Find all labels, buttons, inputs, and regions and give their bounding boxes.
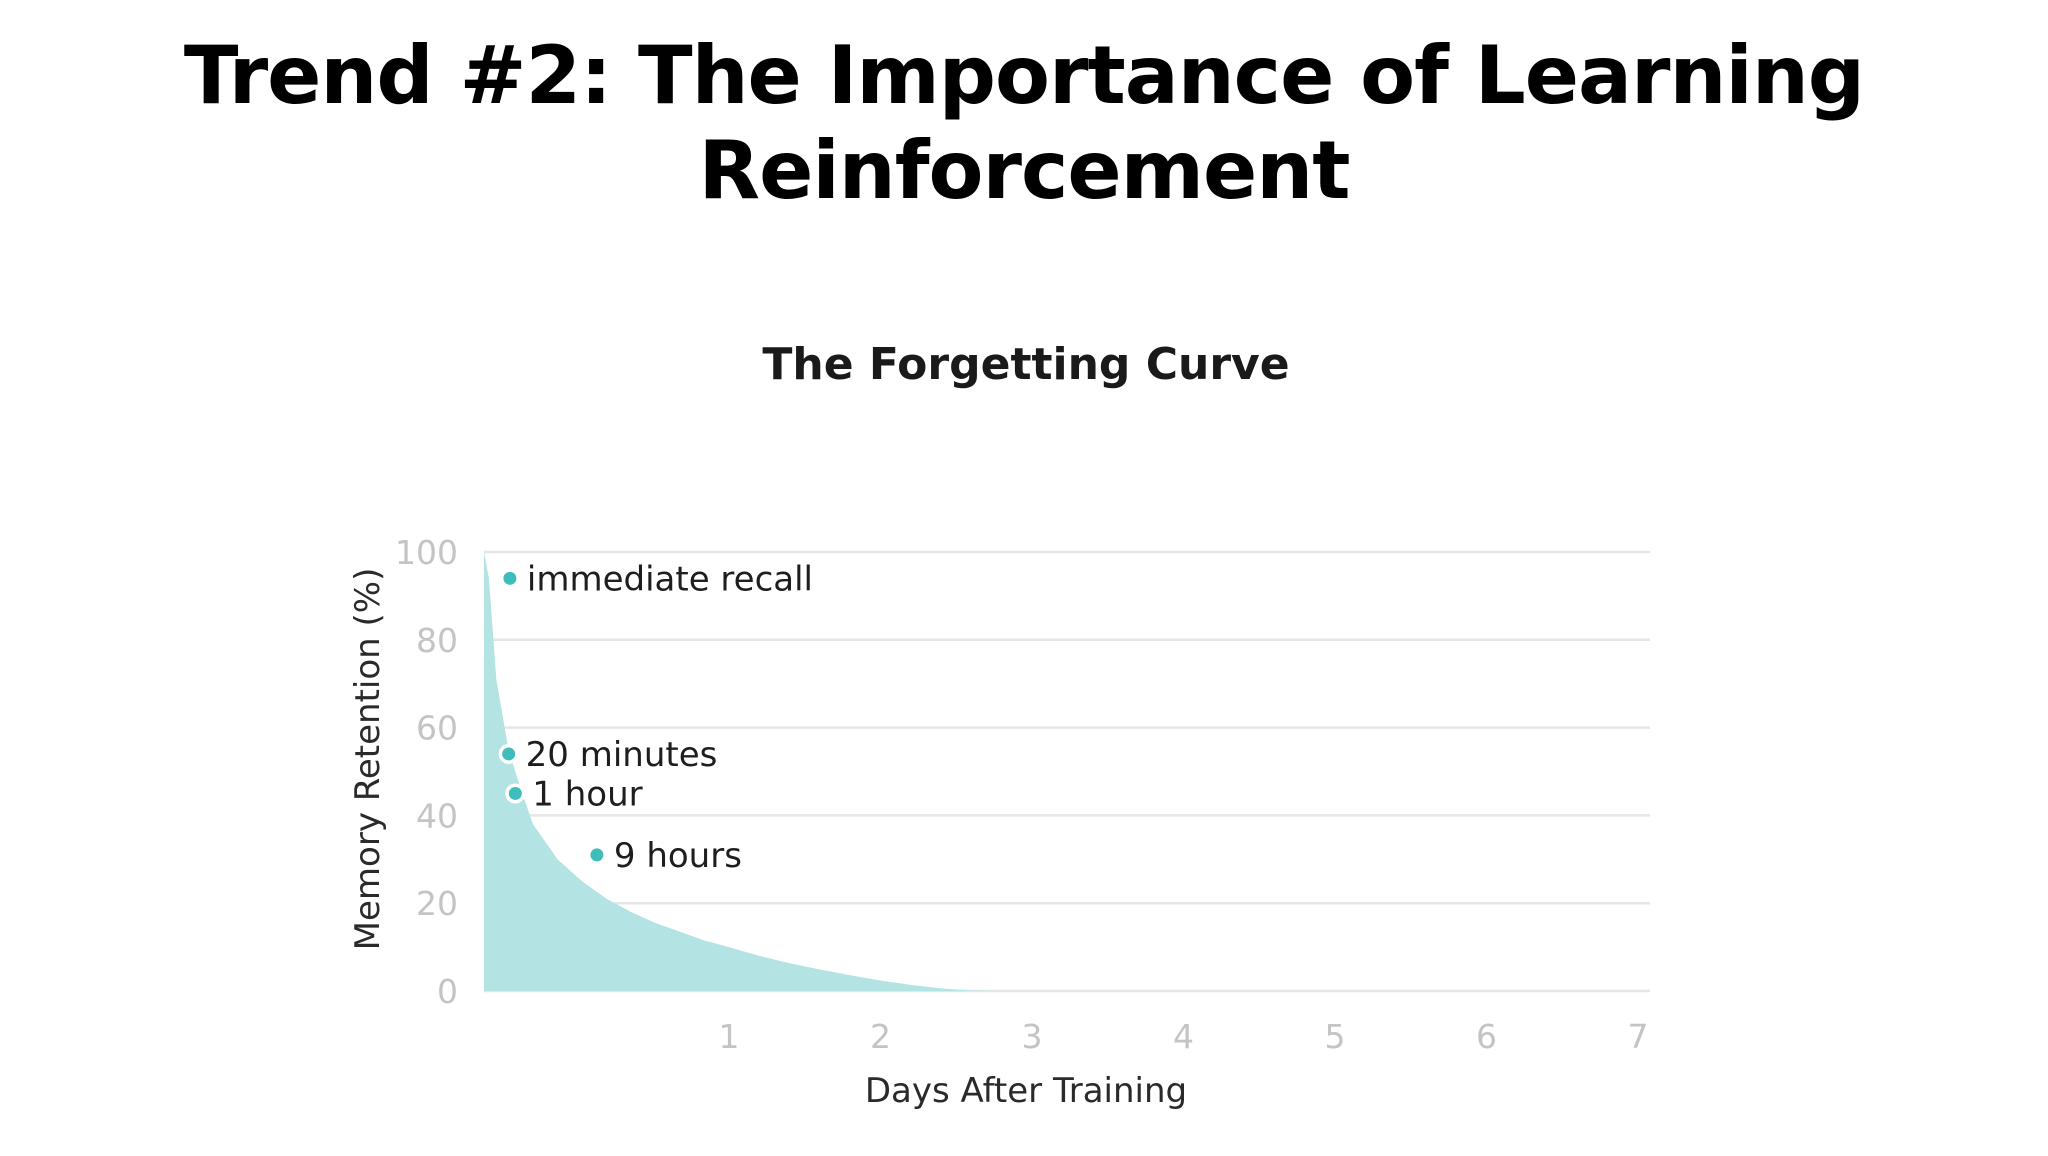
y-tick-label-60: 60 [416,709,458,748]
area-series [484,552,1638,991]
annotation-label-2: 1 hour [532,774,642,814]
chart-svg: The Forgetting Curve 0 20 40 60 80 100 1 2 3 4 5 6… [348,339,1650,1111]
slide-title-line-1: Trend #2: The Importance of Learning [183,29,1865,122]
x-tick-label-4: 4 [1173,1017,1194,1056]
annotation-label-0: immediate recall [527,559,813,599]
area-series-0 [484,552,1638,991]
x-tick-label-7: 7 [1628,1017,1649,1056]
y-tick-label-100: 100 [395,533,458,572]
y-tick-label-80: 80 [416,621,458,660]
x-axis-label: Days After Training [865,1071,1187,1111]
x-tick-label-6: 6 [1476,1017,1497,1056]
annotation-label-1: 20 minutes [526,735,718,775]
annotation-marker-3 [590,848,604,862]
y-axis-ticks: 0 20 40 60 80 100 [395,533,458,1011]
y-tick-label-0: 0 [437,972,458,1011]
x-tick-label-3: 3 [1022,1017,1043,1056]
x-tick-label-1: 1 [719,1017,740,1056]
slide-title: Trend #2: The Importance of Learning Rei… [0,28,2048,218]
x-axis-ticks: 1 2 3 4 5 6 7 [719,1017,1649,1056]
x-tick-label-2: 2 [870,1017,891,1056]
annotation-label-3: 9 hours [614,836,742,876]
y-tick-label-20: 20 [416,884,458,923]
forgetting-curve-chart: The Forgetting Curve 0 20 40 60 80 100 1 2 3 4 5 6… [0,300,2048,1152]
y-axis-label: Memory Retention (%) [348,568,388,951]
annotation-marker-2 [508,786,522,800]
grid-lines [484,550,1650,993]
annotation-marker-1 [502,747,516,761]
slide-title-line-2: Reinforcement [698,124,1351,217]
annotation-marker-0 [503,571,517,585]
x-tick-label-5: 5 [1325,1017,1346,1056]
y-tick-label-40: 40 [416,796,458,835]
chart-title: The Forgetting Curve [762,339,1289,390]
